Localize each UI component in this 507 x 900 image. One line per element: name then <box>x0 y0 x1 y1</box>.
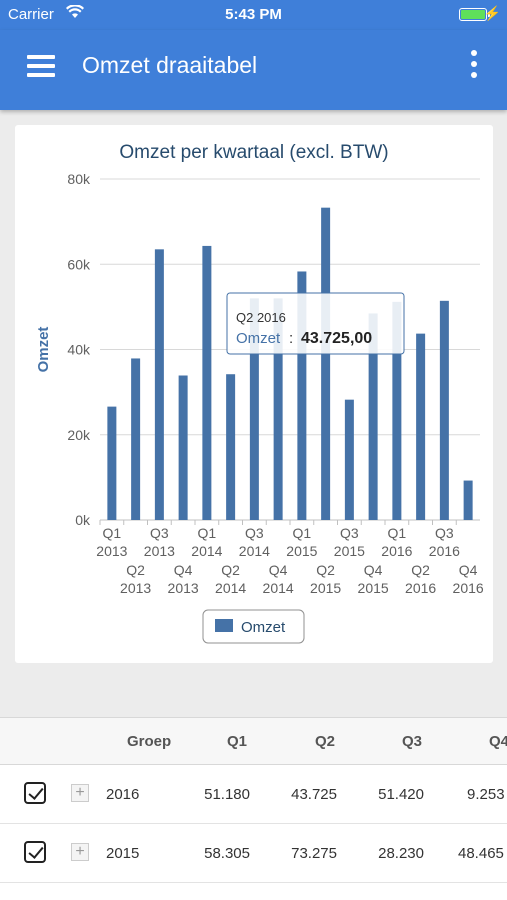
x-tick-label-quarter: Q4 <box>364 562 383 578</box>
bar <box>202 245 212 520</box>
more-options-icon[interactable] <box>471 50 479 80</box>
bar <box>392 301 402 520</box>
cell-group: 2015 <box>106 845 140 862</box>
x-tick-label-quarter: Q3 <box>340 525 359 541</box>
cell-group: 2016 <box>106 786 140 803</box>
x-tick-label-year: 2013 <box>144 543 175 559</box>
header-q3[interactable]: Q3 <box>402 733 423 750</box>
x-tick-label-quarter: Q2 <box>221 562 240 578</box>
cell-q2: 43.725 <box>291 786 337 803</box>
x-tick-label-quarter: Q2 <box>411 562 430 578</box>
cell-q3: 28.230 <box>378 845 424 862</box>
x-tick-label-year: 2014 <box>191 543 222 559</box>
y-axis-label: Omzet <box>35 327 52 373</box>
bar <box>178 375 188 520</box>
x-tick-label-year: 2015 <box>334 543 365 559</box>
battery-icon <box>459 8 487 21</box>
x-tick-label-year: 2015 <box>310 580 341 596</box>
x-tick-label-quarter: Q1 <box>198 525 217 541</box>
legend-swatch <box>215 619 233 632</box>
expand-row-button[interactable]: + <box>71 784 89 802</box>
x-tick-label-year: 2014 <box>239 543 270 559</box>
x-tick-label-quarter: Q4 <box>174 562 193 578</box>
bar <box>463 480 473 520</box>
bar-chart: Omzet per kwartaal (excl. BTW) 0k 20k 40k 60… <box>35 142 484 644</box>
status-bar: Carrier 5:43 PM ⚡ <box>0 0 507 30</box>
page-title: Omzet draaitabel <box>82 52 258 78</box>
bar <box>249 298 259 520</box>
hamburger-menu-icon[interactable] <box>27 55 55 77</box>
tooltip-title: Q2 2016 <box>236 310 286 325</box>
app-bar: Omzet draaitabel <box>0 30 507 110</box>
clock: 5:43 PM <box>225 6 282 23</box>
x-tick-label-year: 2016 <box>429 543 460 559</box>
x-tick-label-year: 2014 <box>263 580 294 596</box>
bar <box>416 333 426 520</box>
bar <box>131 358 141 520</box>
battery-tip <box>488 12 490 17</box>
carrier-label: Carrier <box>8 6 54 23</box>
y-tick-label: 80k <box>67 171 91 187</box>
bar <box>107 406 117 520</box>
x-tick-label-quarter: Q3 <box>150 525 169 541</box>
x-tick-label-quarter: Q3 <box>245 525 264 541</box>
x-tick-label-year: 2016 <box>405 580 436 596</box>
bar <box>154 249 164 521</box>
tooltip-box <box>226 292 405 355</box>
y-tick-label: 40k <box>67 342 91 358</box>
bar <box>344 399 354 520</box>
header-groep[interactable]: Groep <box>127 733 172 750</box>
tooltip-series-label: Omzet <box>236 330 281 347</box>
bar <box>297 271 307 520</box>
bar <box>368 313 378 520</box>
bar <box>321 207 331 520</box>
row-checkbox[interactable] <box>24 841 46 863</box>
x-tick-label-year: 2014 <box>215 580 246 596</box>
x-tick-label-quarter: Q4 <box>269 562 288 578</box>
cell-q2: 73.275 <box>291 845 337 862</box>
y-tick-label: 0k <box>75 512 91 528</box>
table-row[interactable]: + 2016 51.180 43.725 51.420 9.253 <box>0 765 507 824</box>
bar <box>226 374 236 520</box>
x-tick-label-year: 2015 <box>286 543 317 559</box>
x-tick-label-quarter: Q4 <box>459 562 478 578</box>
y-tick-label: 20k <box>67 427 91 443</box>
header-q2[interactable]: Q2 <box>315 733 336 750</box>
tooltip-value: 43.725,00 <box>301 330 372 347</box>
charging-icon: ⚡ <box>483 5 501 21</box>
y-tick-label: 60k <box>67 256 91 272</box>
expand-row-button[interactable]: + <box>71 843 89 861</box>
bar <box>439 300 449 520</box>
x-tick-label-quarter: Q1 <box>293 525 312 541</box>
bar <box>273 298 283 520</box>
header-q1[interactable]: Q1 <box>227 733 248 750</box>
chart-card: Omzet per kwartaal (excl. BTW) 0k 20k 40k 60… <box>15 125 493 663</box>
x-tick-label-year: 2016 <box>381 543 412 559</box>
table-row[interactable]: + 2015 58.305 73.275 28.230 48.465 <box>0 824 507 883</box>
table-header: Groep Q1 Q2 Q3 Q4 <box>0 717 507 765</box>
x-tick-label-year: 2016 <box>453 580 484 596</box>
header-q4[interactable]: Q4 <box>489 733 507 750</box>
x-tick-label-quarter: Q2 <box>316 562 335 578</box>
x-tick-label-year: 2013 <box>168 580 199 596</box>
legend-box <box>202 609 305 644</box>
x-tick-label-year: 2015 <box>358 580 389 596</box>
cell-q1: 51.180 <box>204 786 250 803</box>
x-tick-label-year: 2013 <box>120 580 151 596</box>
cell-q3: 51.420 <box>378 786 424 803</box>
row-checkbox[interactable] <box>24 782 46 804</box>
cell-q1: 58.305 <box>204 845 250 862</box>
pivot-table: Groep Q1 Q2 Q3 Q4 + 2016 51.180 43.725 5… <box>0 717 507 900</box>
x-tick-label-quarter: Q2 <box>126 562 145 578</box>
cell-q4: 48.465 <box>458 845 504 862</box>
x-tick-label-year: 2013 <box>96 543 127 559</box>
x-tick-label-quarter: Q1 <box>388 525 407 541</box>
wifi-icon <box>66 4 84 23</box>
tooltip-colon: : <box>289 330 293 347</box>
legend-label: Omzet <box>241 619 286 636</box>
cell-q4: 9.253 <box>467 786 505 803</box>
chart-title: Omzet per kwartaal (excl. BTW) <box>119 142 388 163</box>
x-tick-label-quarter: Q1 <box>103 525 122 541</box>
x-tick-label-quarter: Q3 <box>435 525 454 541</box>
